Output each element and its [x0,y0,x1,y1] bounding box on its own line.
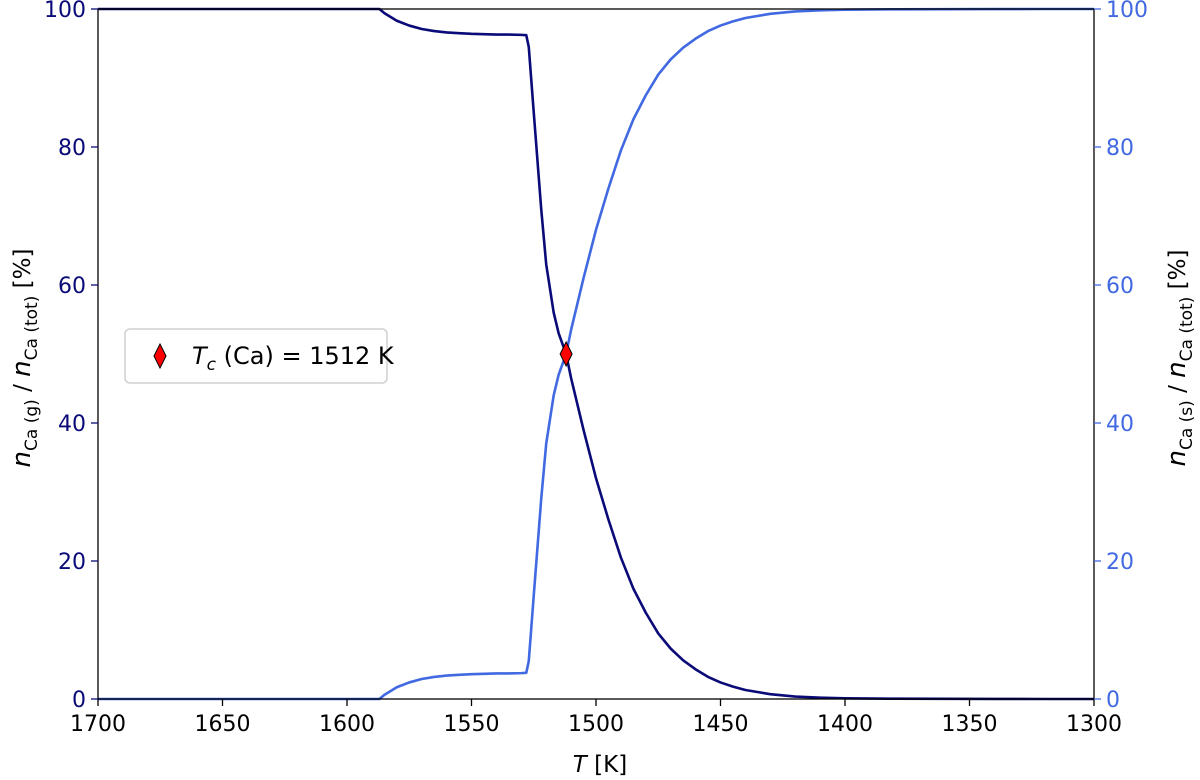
right-y-tick-label: 100 [1106,0,1148,23]
left-y-axis-label: nCa (g) / nCa (tot) [%] [7,249,42,468]
x-tick-label: 1400 [817,712,873,737]
left-y-tick-label: 100 [44,0,86,23]
right-y-tick-label: 40 [1106,412,1134,437]
x-tick-label: 1300 [1066,712,1122,737]
x-tick-label: 1500 [568,712,624,737]
series-line-left [98,7,1094,701]
x-axis-label: T [K] [573,752,627,778]
legend: Tc (Ca) = 1512 K [124,328,395,384]
right-y-tick-label: 20 [1106,550,1134,575]
x-tick-label: 1450 [693,712,749,737]
left-y-tick-label: 0 [72,688,86,713]
right-y-tick-label: 0 [1106,688,1120,713]
right-y-axis: 0 20 40 60 80 100 [1094,0,1148,713]
legend-label: Tc (Ca) = 1512 K [192,342,395,375]
tc-marker [559,340,573,368]
legend-diamond-marker [153,342,167,370]
series-line-right [98,7,1094,701]
x-tick-label: 1350 [942,712,998,737]
x-tick-label: 1650 [195,712,251,737]
right-y-axis-label: nCa (s) / nCa (tot) [%] [1162,250,1197,467]
left-y-axis: 0 20 40 60 80 100 [44,0,98,713]
right-y-tick-label: 80 [1106,136,1134,161]
left-y-tick-label: 20 [58,550,86,575]
legend-box [124,328,388,384]
x-tick-label: 1600 [319,712,375,737]
x-tick-label: 1700 [70,712,126,737]
left-y-tick-label: 60 [58,274,86,299]
right-y-tick-label: 60 [1106,274,1134,299]
left-y-tick-label: 40 [58,412,86,437]
x-tick-label: 1550 [444,712,500,737]
left-y-tick-label: 80 [58,136,86,161]
x-axis: 1700 1650 1600 1550 1500 1450 1400 1350 1300 [70,699,1122,737]
